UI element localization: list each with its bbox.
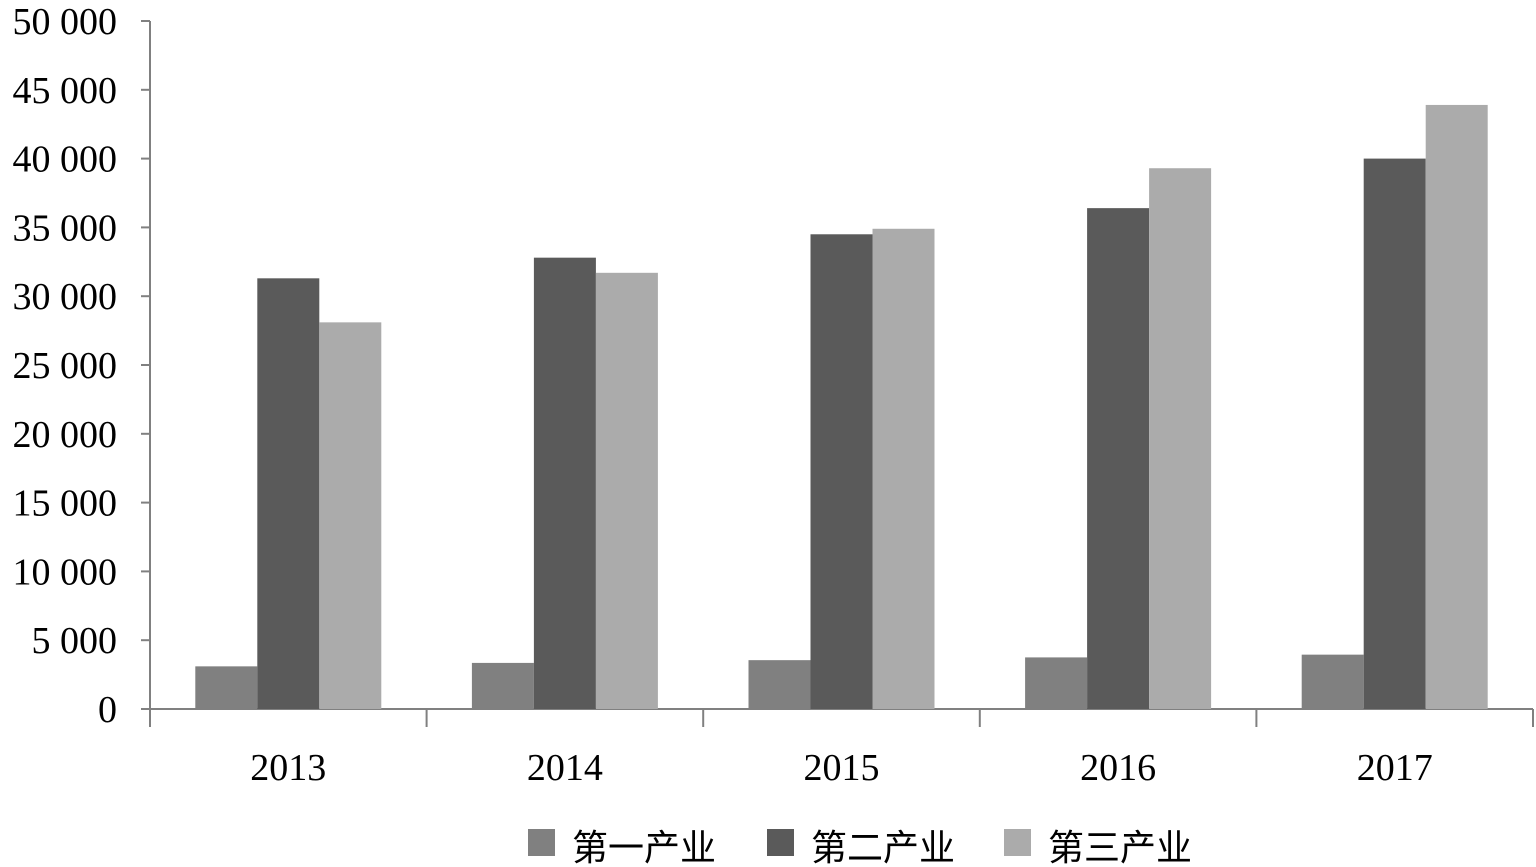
x-tick-label: 2016 xyxy=(1080,747,1156,789)
y-axis: 0 5 000 10 000 15 000 20 000 25 000 30 000 35 0… xyxy=(13,1,151,731)
bar-2013-series-2 xyxy=(257,278,320,709)
y-tick-label: 50 000 xyxy=(13,1,118,43)
y-tick-label: 0 xyxy=(98,689,117,731)
bar-2016-series-1 xyxy=(1025,657,1088,709)
bar-2017-series-3 xyxy=(1425,104,1488,710)
y-tick-label: 30 000 xyxy=(13,276,118,318)
legend: 第一产业 第二产业 第三产业 xyxy=(528,828,1192,867)
y-tick-label: 15 000 xyxy=(13,483,118,525)
legend-label: 第三产业 xyxy=(1048,828,1192,867)
legend-swatch-series-2 xyxy=(767,829,794,856)
bar-2014-series-2 xyxy=(533,257,596,709)
x-tick-label: 2013 xyxy=(250,747,326,789)
x-axis: 2013 2014 2015 2016 2017 xyxy=(149,708,1534,789)
legend-label: 第一产业 xyxy=(572,828,716,867)
bar-2013-series-3 xyxy=(319,322,382,709)
y-tick-label: 10 000 xyxy=(13,551,118,593)
y-tick-label: 40 000 xyxy=(13,139,118,181)
legend-label: 第二产业 xyxy=(811,828,955,867)
bars-group xyxy=(195,104,1488,710)
y-tick-label: 25 000 xyxy=(13,345,118,387)
bar-2016-series-2 xyxy=(1087,208,1150,710)
x-tick-label: 2014 xyxy=(527,747,603,789)
y-tick-label: 35 000 xyxy=(13,207,118,249)
x-tick-label: 2017 xyxy=(1357,747,1433,789)
bar-2015-series-2 xyxy=(810,234,873,709)
legend-swatch-series-1 xyxy=(528,829,555,856)
y-tick-label: 45 000 xyxy=(13,70,118,112)
bar-2016-series-3 xyxy=(1149,168,1212,709)
x-tick-label: 2015 xyxy=(804,747,880,789)
bar-2015-series-3 xyxy=(872,228,935,709)
bar-2013-series-1 xyxy=(195,666,258,709)
bar-2015-series-1 xyxy=(748,660,811,709)
bar-2017-series-2 xyxy=(1363,158,1426,710)
y-tick-label: 20 000 xyxy=(13,414,118,456)
legend-swatch-series-3 xyxy=(1004,829,1031,856)
bar-2017-series-1 xyxy=(1301,654,1364,709)
bar-2014-series-1 xyxy=(471,662,534,709)
y-tick-label: 5 000 xyxy=(32,620,118,662)
bar-2014-series-3 xyxy=(595,272,658,709)
